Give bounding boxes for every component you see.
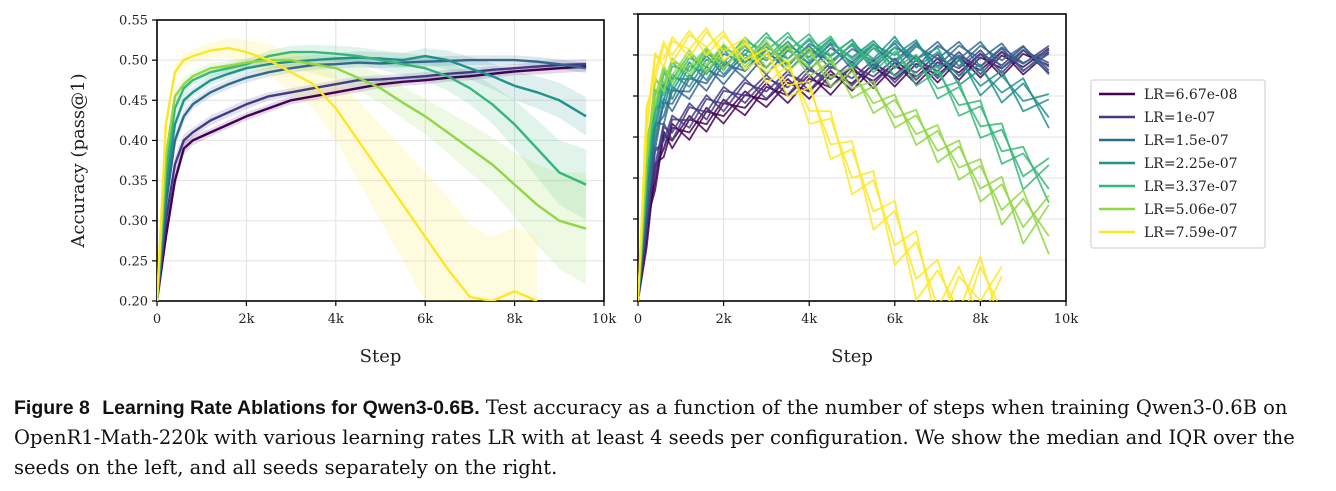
seed-line-lr-1-5e-07-3 xyxy=(638,40,1050,301)
seed-line-lr-1-5e-07-4 xyxy=(638,40,1050,301)
seed-line-lr-7-59e-07-3 xyxy=(638,30,995,301)
figure-canvas: 0 2k 4k 6k 8k 10k 0.20 0.25 0.30 0.35 0.40 0.45 0.50… xyxy=(68,13,1266,368)
seed-line-lr-6-67e-08-3 xyxy=(638,49,1050,301)
median-line-lr-1e-07 xyxy=(157,63,587,301)
figure-caption: Figure 8 Learning Rate Ablations for Qwe… xyxy=(14,393,1322,483)
median-line-lr-7-59e-07 xyxy=(157,46,538,301)
left-y-tick-label: 0.35 xyxy=(119,174,148,189)
left-y-tick-label: 0.20 xyxy=(119,295,148,310)
legend-label-lr-7-59e-07: LR=7.59e-07 xyxy=(1144,225,1238,241)
right-panel: 0 2k 4k 6k 8k 10k Step xyxy=(633,13,1079,367)
seed-line-lr-5-06e-07-3 xyxy=(638,40,1050,301)
left-y-tick-label: 0.25 xyxy=(119,254,148,269)
left-median-lines xyxy=(157,46,587,301)
legend-label-lr-2-25e-07: LR=2.25e-07 xyxy=(1144,156,1238,172)
seed-line-lr-6-67e-08-2 xyxy=(638,47,1050,301)
iqr-band-lr-3-37e-07 xyxy=(157,44,587,301)
left-y-tick-label: 0.40 xyxy=(119,134,148,149)
seed-line-lr-5-06e-07-4 xyxy=(638,43,1050,301)
median-line-lr-6-67e-08 xyxy=(157,65,587,301)
caption-figure-label: Figure 8 xyxy=(14,397,90,419)
left-y-axis-title: Accuracy (pass@1) xyxy=(68,73,89,248)
left-x-tick-label: 4k xyxy=(328,312,344,327)
left-y-tick-label: 0.45 xyxy=(119,94,148,109)
median-line-lr-1-5e-07 xyxy=(157,58,587,301)
legend-label-lr-1-5e-07: LR=1.5e-07 xyxy=(1144,133,1229,149)
right-axes-frame xyxy=(637,13,1067,302)
caption-body: Test accuracy as a function of the numbe… xyxy=(14,396,1295,479)
seed-line-lr-1e-07-3 xyxy=(638,47,1050,301)
left-x-tick-label: 0 xyxy=(153,312,161,327)
left-x-axis-title: Step xyxy=(360,346,402,367)
left-x-tick-label: 2k xyxy=(238,312,254,327)
seed-line-lr-7-59e-07-4 xyxy=(638,26,1003,301)
right-x-axis-title: Step xyxy=(831,346,873,367)
legend-label-lr-5-06e-07: LR=5.06e-07 xyxy=(1144,202,1238,218)
seed-line-lr-5-06e-07-2 xyxy=(638,39,1050,301)
legend-frame xyxy=(1090,79,1266,249)
legend-label-lr-6-67e-08: LR=6.67e-08 xyxy=(1144,87,1238,103)
left-y-tick-label: 0.50 xyxy=(119,54,148,69)
median-line-lr-5-06e-07 xyxy=(157,58,587,301)
right-seed-lines xyxy=(638,26,1050,301)
iqr-band-lr-7-59e-07 xyxy=(157,38,537,301)
right-x-tick-label: 8k xyxy=(972,312,988,327)
left-axes-frame xyxy=(156,19,605,302)
left-x-tick-label: 8k xyxy=(507,312,523,327)
right-x-tick-label: 6k xyxy=(887,312,903,327)
median-line-lr-2-25e-07 xyxy=(157,54,587,301)
right-x-tick-label: 10k xyxy=(1054,312,1079,327)
seed-line-lr-2-25e-07-2 xyxy=(638,35,1050,301)
left-y-tick-label: 0.30 xyxy=(119,214,148,229)
legend: LR=6.67e-08 LR=1e-07 LR=1.5e-07 LR=2.25e-07… xyxy=(1090,79,1266,249)
left-y-tick-label: 0.55 xyxy=(119,14,148,29)
right-x-tick-label: 2k xyxy=(716,312,732,327)
seed-line-lr-2-25e-07-4 xyxy=(638,38,1050,301)
left-x-tick-label: 6k xyxy=(417,312,433,327)
left-x-tick-label: 10k xyxy=(592,312,617,327)
seed-line-lr-3-37e-07-1 xyxy=(638,33,1050,301)
left-panel: 0 2k 4k 6k 8k 10k 0.20 0.25 0.30 0.35 0.40 0.45 0.50… xyxy=(68,14,617,368)
seed-line-lr-7-59e-07-2 xyxy=(638,31,1003,301)
caption-figure-title: Learning Rate Ablations for Qwen3-0.6B. xyxy=(102,397,480,419)
seed-line-lr-2-25e-07-3 xyxy=(638,40,1050,301)
legend-label-lr-3-37e-07: LR=3.37e-07 xyxy=(1144,179,1238,195)
right-x-tick-label: 0 xyxy=(634,312,642,327)
median-line-lr-3-37e-07 xyxy=(157,50,587,301)
right-x-tick-label: 4k xyxy=(801,312,817,327)
legend-label-lr-1e-07: LR=1e-07 xyxy=(1144,110,1215,126)
